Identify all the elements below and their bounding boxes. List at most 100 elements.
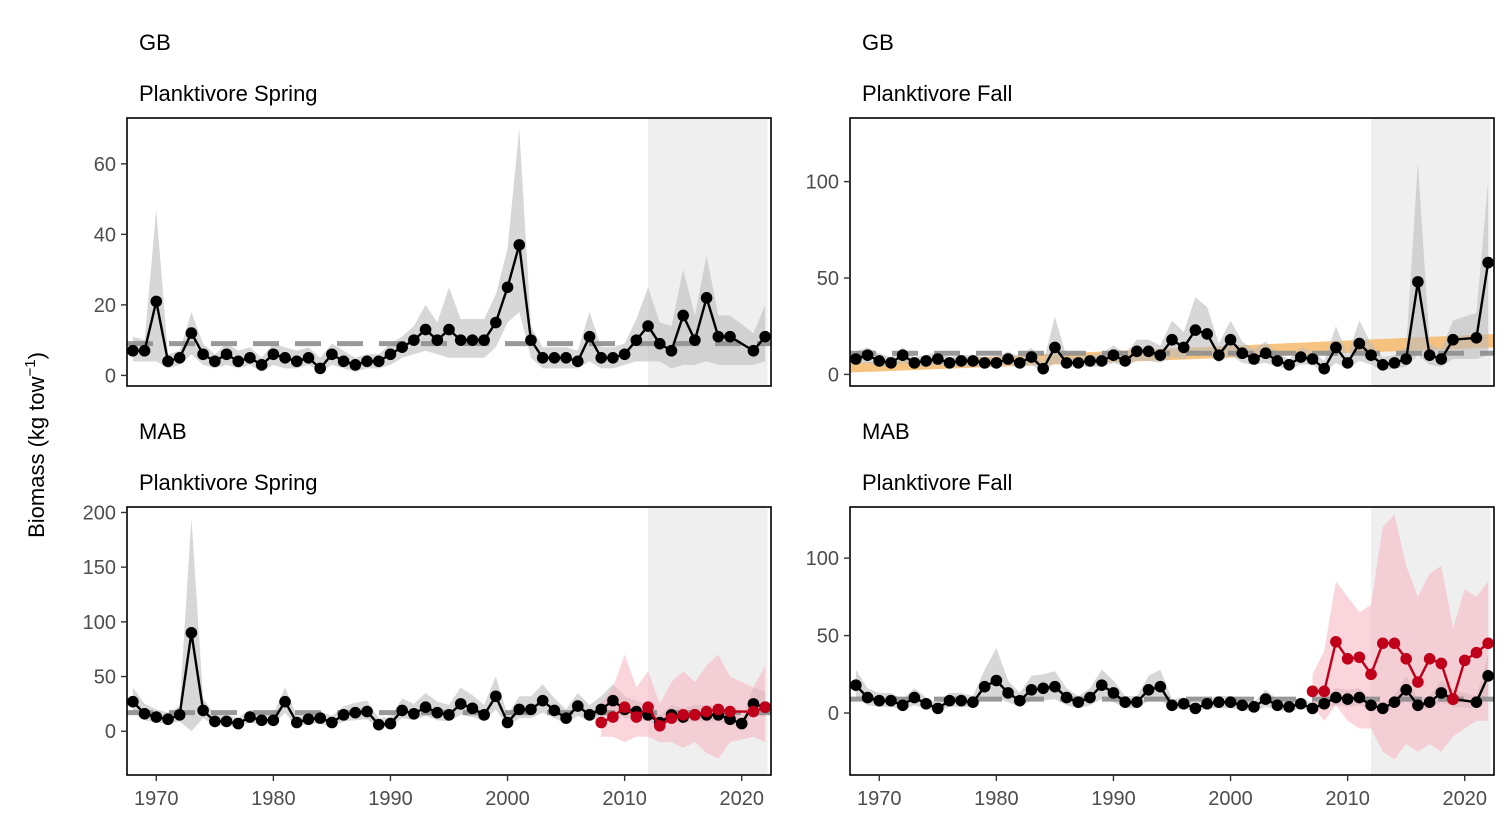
data-point [1306,353,1319,365]
data-point [419,701,432,713]
data-point [724,330,736,343]
data-point [990,674,1003,687]
x-tick-label: 1980 [974,788,1019,810]
data-point [314,362,327,375]
x-tick-label: 1990 [368,788,413,810]
data-point [1201,697,1213,710]
data-point [454,334,467,346]
data-point [1388,637,1401,650]
data-point [337,355,350,368]
data-point [314,712,327,724]
x-tick-label: 2010 [1325,788,1370,810]
series-1-uncertainty-band [855,162,1489,373]
y-tick-label: 100 [806,548,839,570]
panel-frame [126,506,772,776]
data-point [920,697,932,710]
data-point [1283,358,1295,371]
data-point [572,700,584,712]
data-point [1271,355,1284,367]
data-point [255,714,268,727]
data-point [173,351,186,364]
data-point [1400,353,1412,365]
data-point [267,714,280,727]
data-point [1423,349,1436,361]
data-point [1295,697,1307,710]
data-point [1435,687,1448,699]
data-point [150,711,163,723]
data-point [478,709,490,721]
data-point [290,716,303,729]
data-point [466,334,479,346]
data-point [1412,276,1424,288]
data-point [408,334,420,346]
data-point [279,695,291,708]
data-point [677,309,689,322]
data-point [1131,345,1143,358]
plot-area [127,507,771,775]
data-point [138,707,151,720]
y-axis-label-prefix: Biomass (kg tow [24,376,49,537]
data-point [1388,696,1401,708]
y-tick-label: 50 [94,667,116,689]
data-point [1482,256,1494,269]
data-point [349,706,362,719]
data-point [712,330,725,343]
y-tick-label: 60 [94,154,116,176]
data-point [1013,694,1026,707]
data-point [908,357,921,369]
data-point [1154,349,1167,361]
data-point [724,705,736,718]
data-point [642,701,654,713]
y-tick-label: 0 [105,721,116,743]
panel-title: Planktivore Spring [139,81,318,106]
data-point [1412,699,1424,712]
data-point [490,690,502,703]
data-point [501,281,514,294]
data-point [560,351,572,364]
data-point [1470,696,1483,708]
data-point [478,334,490,346]
series-2-uncertainty-band [601,654,766,759]
data-point [583,330,596,343]
data-point [1119,355,1131,367]
data-point [873,355,886,367]
data-point [1084,355,1096,367]
data-point [1412,676,1424,688]
data-point [220,715,233,728]
data-point [747,344,760,357]
data-point [232,355,245,368]
data-point [1072,357,1085,369]
data-point [1388,357,1401,369]
data-point [1213,696,1225,708]
x-tick-label: 2020 [719,788,764,810]
data-point [1447,333,1459,346]
data-point [1283,701,1295,713]
panel-title: Planktivore Fall [862,81,1012,106]
data-point [1447,693,1459,705]
data-point [990,357,1003,369]
data-point [372,355,385,368]
data-point [595,716,608,729]
data-point [1470,331,1483,344]
data-point [1458,654,1471,667]
data-point [978,680,991,693]
data-point [1435,353,1448,365]
y-tick-label: 50 [817,268,839,290]
data-point [1353,337,1366,350]
data-point [1470,646,1483,659]
x-tick-label: 2020 [1442,788,1487,810]
y-tick-label: 200 [83,502,116,524]
data-point [1259,347,1272,360]
data-point [1037,682,1049,695]
data-point [1435,657,1448,670]
data-point [1154,680,1167,693]
data-point [513,703,526,716]
data-point [932,702,944,715]
panel-2: GB Planktivore Fall 0 50 100 [806,30,1495,387]
data-point [747,705,760,718]
data-point [127,695,139,708]
panel-region-label: GB [139,30,171,55]
data-point [1166,333,1178,346]
data-point [1318,362,1331,375]
data-point [1060,691,1073,704]
